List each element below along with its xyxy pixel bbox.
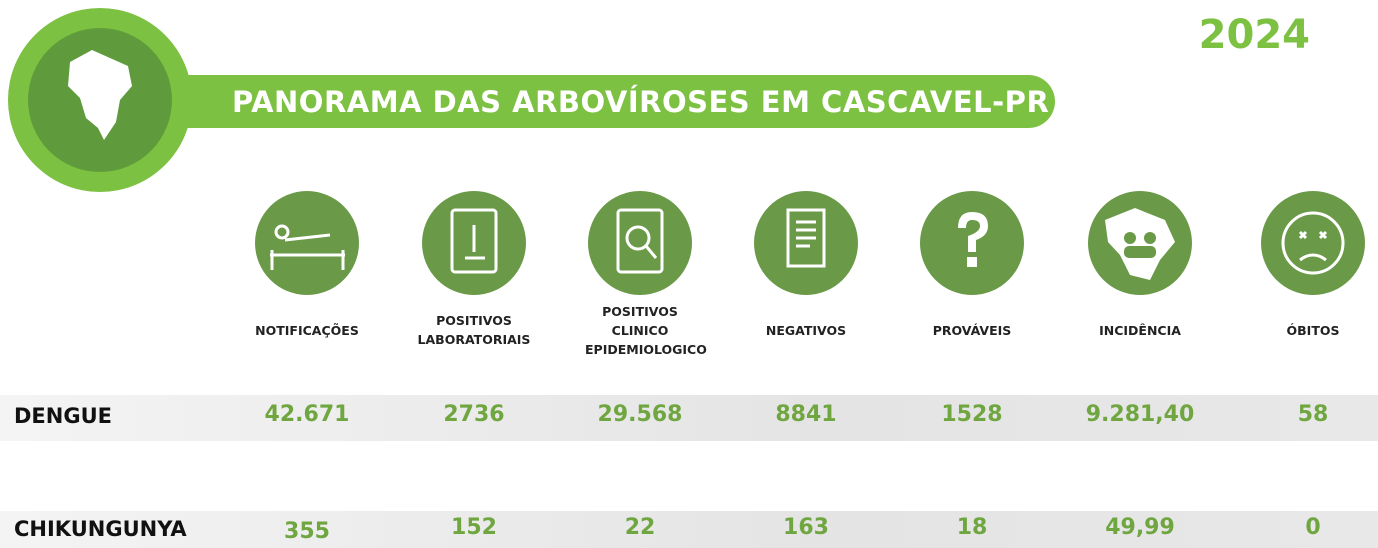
column-header: PROVÁVEIS	[932, 322, 1012, 338]
cell-value: 355	[284, 519, 330, 544]
column-header-box: POSITIVOS LABORATORIAIS	[399, 300, 549, 360]
column-header: POSITIVOS CLINICO EPIDEMIOLOGICO	[585, 303, 707, 357]
icons	[255, 191, 1365, 295]
cell-value: 9.281,40	[1085, 402, 1195, 427]
cell-value: 49,99	[1105, 515, 1175, 540]
cell-value: 2736	[443, 402, 505, 427]
column-header-box: NOTIFICAÇÕES	[232, 300, 382, 360]
title-banner	[170, 75, 1055, 128]
cell-value: 58	[1297, 402, 1329, 427]
column-header: NOTIFICAÇÕES	[255, 322, 359, 338]
column-header-box: INCIDÊNCIA	[1065, 300, 1215, 360]
row-band	[0, 511, 1378, 548]
cell-value: 152	[451, 515, 497, 540]
year: 2024	[1198, 12, 1310, 58]
column-header: POSITIVOS LABORATORIAIS	[417, 313, 531, 347]
column-header: INCIDÊNCIA	[1099, 322, 1181, 338]
column-header: NEGATIVOS	[765, 322, 847, 338]
row-band	[0, 395, 1378, 441]
title: PANORAMA DAS ARBOVÍROSES EM CASCAVEL-PR	[232, 85, 1050, 119]
cell-value: 8841	[775, 402, 837, 427]
column-header-box: ÓBITOS	[1238, 300, 1378, 360]
cell-value: 22	[624, 515, 656, 540]
column-header-box: NEGATIVOS	[731, 300, 881, 360]
cell-value: 0	[1305, 515, 1321, 540]
column-header: ÓBITOS	[1286, 322, 1340, 338]
column-header-box: POSITIVOS CLINICO EPIDEMIOLOGICO	[565, 300, 715, 360]
cell-value: 163	[783, 515, 829, 540]
cell-value: 42.671	[264, 402, 350, 427]
cell-value: 29.568	[597, 402, 683, 427]
column-header-box: PROVÁVEIS	[897, 300, 1047, 360]
cell-value: 18	[956, 515, 988, 540]
cell-value: 1528	[941, 402, 1003, 427]
row-label: CHIKUNGUNYA	[14, 517, 187, 541]
logo	[8, 8, 192, 192]
row-label: DENGUE	[14, 404, 112, 428]
